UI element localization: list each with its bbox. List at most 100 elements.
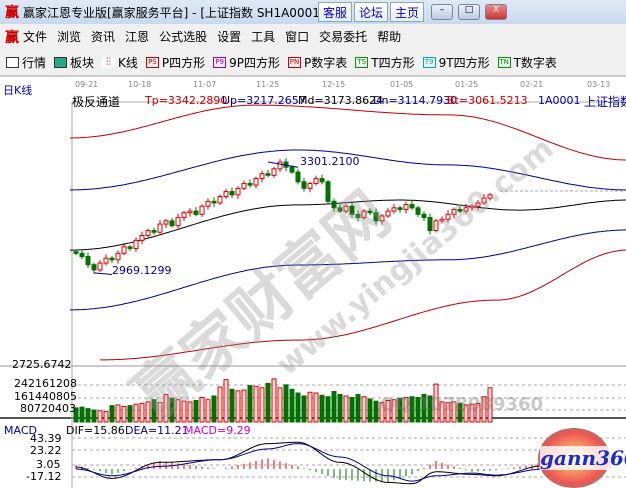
candle <box>211 200 217 204</box>
toolbar-candlestick-icon[interactable]: ⫶⫶ K线 <box>102 54 138 71</box>
candle <box>241 182 247 189</box>
volume-bar <box>373 400 379 423</box>
volume-bar <box>223 379 229 423</box>
menu-item[interactable]: 文件 <box>23 30 48 44</box>
maximize-button[interactable]: □ <box>458 4 481 20</box>
candle <box>175 217 181 227</box>
candle <box>223 191 229 197</box>
volume-bar <box>487 387 493 423</box>
date-tick: 03-13 <box>587 80 611 89</box>
toolbar-pn[interactable]: PN P数字表 <box>288 54 347 71</box>
close-button[interactable]: X <box>485 4 508 20</box>
candle <box>451 208 457 215</box>
candle <box>265 173 271 176</box>
volume-bar <box>283 384 289 423</box>
candle <box>409 204 415 209</box>
date-tick: 11-07 <box>193 80 217 89</box>
md-value: Md=3173.8624 <box>298 94 384 107</box>
toolbar-p9[interactable]: P9 9P四方形 <box>213 54 280 71</box>
volume-bar <box>427 395 433 423</box>
volume-bar <box>79 406 85 423</box>
volume-bar <box>433 383 439 423</box>
toolbar-tn[interactable]: TN T数字表 <box>497 54 557 71</box>
volume-bar <box>271 378 277 423</box>
menu-item[interactable]: 资讯 <box>91 30 116 44</box>
candle <box>235 187 241 196</box>
date-tick: 02-21 <box>520 80 544 89</box>
toolbar-table-icon[interactable]: 行情 <box>6 54 46 71</box>
candle <box>277 161 283 170</box>
candle <box>199 205 205 215</box>
dif-line <box>75 441 616 485</box>
menu-item[interactable]: 工具 <box>251 30 276 44</box>
volume-bar <box>319 394 325 423</box>
menu-item[interactable]: 帮助 <box>377 30 402 44</box>
toolbar-ps[interactable]: PS P四方形 <box>145 54 205 71</box>
service-link[interactable]: 客服 <box>318 2 353 22</box>
minimize-button[interactable]: – <box>431 4 454 20</box>
p9-icon: P9 <box>213 56 227 68</box>
candle <box>343 205 349 212</box>
candle <box>259 173 265 180</box>
high-annotation: 3301.2100 <box>300 155 360 168</box>
candle <box>187 210 193 214</box>
volume-bar <box>139 402 145 423</box>
menu-item[interactable]: 交易委托 <box>319 30 368 44</box>
volume-bar <box>85 408 91 423</box>
volume-bar <box>211 395 217 423</box>
candle <box>355 213 361 219</box>
toolbar-blocks-icon[interactable]: 板块 <box>54 54 94 71</box>
candle <box>163 220 169 225</box>
candle <box>487 194 493 199</box>
channel-line-up <box>69 149 626 191</box>
candle <box>103 257 109 264</box>
macd-tick: 43.39 <box>30 432 62 445</box>
volume-bar <box>265 382 271 423</box>
date-tick: 11-25 <box>256 80 280 89</box>
menu-item[interactable]: 窗口 <box>285 30 310 44</box>
toolbar-label: T四方形 <box>371 55 415 70</box>
tp-value: Tp=3342.2890 <box>145 94 228 107</box>
t9-icon: T9 <box>422 56 436 68</box>
macd-title: MACD <box>4 424 37 437</box>
volume-bar <box>109 405 115 423</box>
candle <box>169 220 175 227</box>
volume-bar <box>115 404 121 423</box>
candle <box>433 220 439 232</box>
candle <box>217 195 223 204</box>
menu-item[interactable]: 浏览 <box>57 30 82 44</box>
volume-bar <box>199 396 205 423</box>
volume-bar <box>145 401 151 423</box>
date-tick: 10-18 <box>128 80 152 89</box>
candle <box>79 252 85 258</box>
macd-tick: 3.05 <box>36 458 61 471</box>
date-tick: 09-21 <box>75 80 99 89</box>
candle <box>439 218 445 222</box>
volume-bar <box>313 392 319 423</box>
volume-bar <box>229 388 235 423</box>
candle <box>397 207 403 210</box>
menu-item[interactable]: 江恩 <box>125 30 150 44</box>
volume-bar <box>163 393 169 423</box>
volume-bar <box>457 402 463 423</box>
candle <box>295 171 301 183</box>
dif-value: DIF=15.86 <box>66 424 125 437</box>
toolbar-t9[interactable]: T9 9T四方形 <box>422 54 490 71</box>
menu-item[interactable]: 公式选股 <box>159 30 208 44</box>
volume-bar <box>127 405 133 423</box>
candle <box>463 207 469 212</box>
volume-bar <box>463 404 469 423</box>
toolbar-ts[interactable]: TS T四方形 <box>355 54 415 71</box>
chart-canvas <box>0 76 626 488</box>
candle <box>205 200 211 207</box>
candle <box>361 210 367 219</box>
table-icon <box>6 56 19 68</box>
forum-link[interactable]: 论坛 <box>354 2 389 22</box>
candle <box>415 207 421 215</box>
home-link[interactable]: 主页 <box>390 2 425 22</box>
candle <box>427 217 433 232</box>
dea-line <box>75 443 617 482</box>
menu-item[interactable]: 设置 <box>217 30 242 44</box>
kline-chart[interactable]: 日K线 09-21 10-18 11-07 11-25 12-15 01-05 01-25 0… <box>0 76 626 488</box>
volume-bar <box>157 402 163 423</box>
